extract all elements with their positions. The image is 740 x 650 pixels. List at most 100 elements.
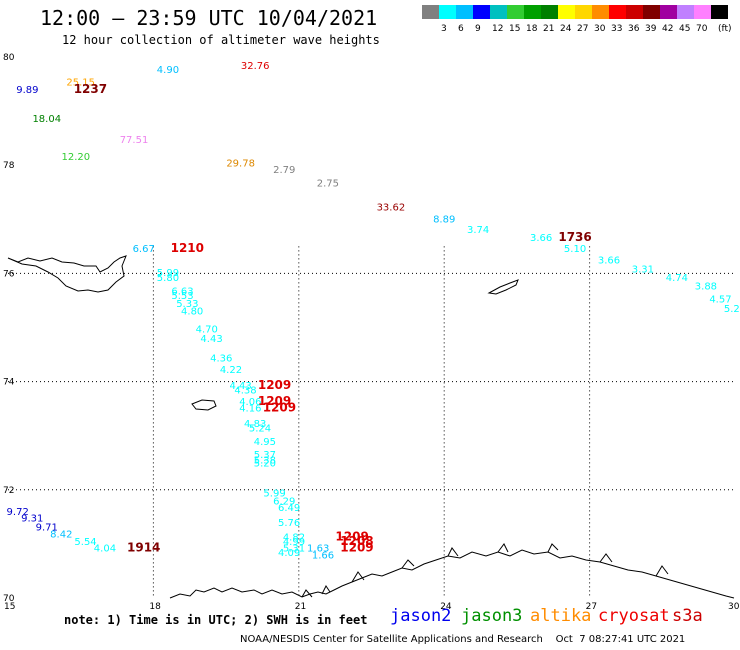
wave-height-label: 5.24 [724, 304, 740, 315]
satellite-cryosat: cryosat [598, 606, 670, 626]
y-tick-label: 76 [3, 269, 15, 279]
axis-labels: 15 18 21 24 27 30 80 78 76 74 72 70 [3, 53, 740, 612]
legend-swatch [473, 5, 490, 19]
wave-height-label: 77.51 [120, 135, 149, 146]
y-tick-label: 80 [3, 53, 15, 63]
wave-height-label: 12.20 [62, 152, 91, 163]
wave-height-label: 1.66 [312, 551, 334, 562]
wave-height-label: 4.43 [200, 334, 222, 345]
wave-height-label: 2.75 [317, 178, 339, 189]
legend-label: 21 [543, 24, 554, 34]
legend-swatch [439, 5, 456, 19]
wave-height-label: 4.16 [239, 403, 261, 414]
wave-height-label: 5.33 [176, 299, 198, 310]
legend-label: 45 [679, 24, 690, 34]
wave-height-label: 4.95 [254, 437, 276, 448]
x-tick-label: 18 [149, 602, 161, 612]
legend-swatch [524, 5, 541, 19]
legend-label: 3 [441, 24, 447, 34]
wave-height-label: 3.74 [467, 225, 489, 236]
wave-height-label: 4.36 [210, 354, 232, 365]
satellite-altika: altika [530, 606, 592, 626]
wave-height-label: 3.66 [530, 233, 552, 244]
wave-height-label: 4.74 [666, 273, 688, 284]
y-tick-label: 74 [3, 378, 15, 388]
legend-swatch [694, 5, 711, 19]
legend-swatch [575, 5, 592, 19]
bear-island [191, 399, 217, 411]
color-legend: 3 6 9 12 15 18 21 24 27 30 33 36 39 42 45 70 (ft) [422, 5, 732, 34]
legend-swatch [660, 5, 677, 19]
wave-height-label: 33.62 [377, 203, 406, 214]
wave-height-label: 5.31 [283, 543, 305, 554]
wave-height-label: 5.24 [249, 423, 271, 434]
wave-height-label: 1208 [340, 534, 373, 548]
satellite-jason2: jason2 [390, 606, 452, 626]
wave-height-label: 4.04 [94, 543, 116, 554]
y-tick-label: 78 [3, 161, 15, 171]
wave-height-label: 1736 [558, 230, 591, 244]
data-points: 32.76 4.90 25.15 9.89 1237 18.04 77.51 12.20 29.… [7, 61, 740, 562]
wave-height-label: 5.38 [254, 455, 276, 466]
wave-height-label: 32.76 [241, 61, 270, 72]
legend-swatch [643, 5, 660, 19]
svalbard-coast [7, 255, 127, 293]
wave-height-label: 5.99 [263, 488, 285, 499]
footer-note: note: 1) Time is in UTC; 2) SWH is in fe… [64, 613, 368, 627]
coastline [7, 255, 735, 599]
legend-swatch [626, 5, 643, 19]
y-tick-label: 72 [3, 486, 14, 496]
legend-label: 12 [492, 24, 503, 34]
wave-height-label: 1209 [340, 540, 373, 554]
wave-height-label: 5.99 [157, 268, 179, 279]
legend-swatch [490, 5, 507, 19]
wave-height-label: 4.82 [283, 533, 305, 544]
page-title: 12:00 – 23:59 UTC 10/04/2021 [40, 6, 378, 30]
wave-height-label: 4.57 [709, 295, 731, 306]
wave-height-label: 1209 [258, 378, 291, 392]
wave-height-label: 4.38 [234, 386, 256, 397]
wave-height-label: 4.70 [196, 324, 218, 335]
wave-height-label: 1237 [74, 82, 107, 96]
wave-height-label: 4.90 [157, 65, 179, 76]
legend-label: 9 [475, 24, 481, 34]
wave-height-label: 1.63 [307, 543, 329, 554]
page-subtitle: 12 hour collection of altimeter wave hei… [62, 33, 380, 47]
wave-height-label: 1210 [171, 241, 204, 255]
wave-height-label: 1914 [127, 540, 160, 554]
wave-height-label: 5.20 [254, 459, 276, 470]
legend-label: 30 [594, 24, 606, 34]
legend-swatch [456, 5, 473, 19]
credit-line: NOAA/NESDIS Center for Satellite Applica… [240, 634, 686, 645]
wave-height-label: 4.83 [244, 419, 266, 430]
legend-unit: (ft) [718, 24, 732, 34]
wave-height-label: 1209 [335, 530, 368, 544]
x-tick-label: 15 [4, 602, 15, 612]
wave-height-label: 3.88 [695, 282, 717, 293]
legend-label: 27 [577, 24, 588, 34]
wave-height-label: 6.29 [273, 496, 295, 507]
wave-height-label: 6.67 [133, 244, 155, 255]
legend-label: 70 [696, 24, 708, 34]
wave-height-label: 6.49 [278, 503, 300, 514]
wave-height-label: 9.71 [36, 522, 58, 533]
legend-label: 39 [645, 24, 657, 34]
legend-label: 42 [662, 24, 673, 34]
legend-label: 24 [560, 24, 572, 34]
satellite-s3a: s3a [672, 606, 703, 626]
legend-label: 6 [458, 24, 464, 34]
wave-height-label: 3.66 [598, 256, 620, 267]
wave-height-label: 5.10 [564, 244, 586, 255]
wave-height-label: 5.53 [171, 291, 193, 302]
wave-height-label: 4.06 [239, 397, 261, 408]
wave-height-label: 6.63 [171, 286, 193, 297]
wave-height-label: 25.15 [66, 78, 95, 89]
wave-height-label: 5.80 [157, 273, 179, 284]
wave-height-label: 3.31 [632, 264, 654, 275]
wave-height-label: 4.09 [278, 548, 300, 559]
wave-height-label: 9.89 [16, 85, 38, 96]
wave-height-label: 5.54 [74, 537, 96, 548]
legend-label: 36 [628, 24, 640, 34]
x-tick-label: 30 [728, 602, 740, 612]
